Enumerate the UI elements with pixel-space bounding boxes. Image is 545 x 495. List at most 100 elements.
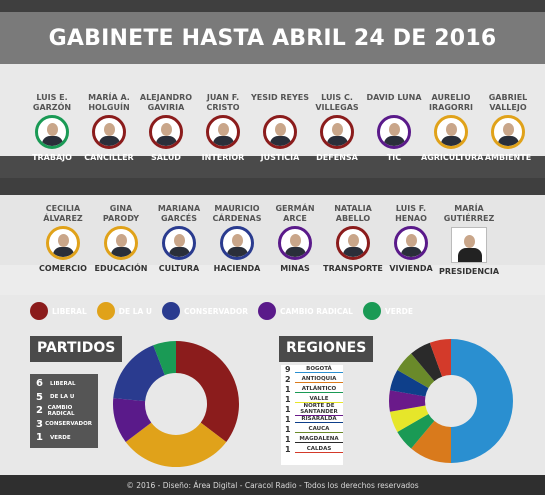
portrait-photo xyxy=(263,115,297,149)
minister-card: AURELIO IRAGORRI AGRICULTURA xyxy=(421,93,484,162)
portrait-photo xyxy=(377,115,411,149)
legend-dot xyxy=(162,302,181,320)
minister-role: TIC xyxy=(386,153,402,162)
region-count: 1 xyxy=(285,444,291,454)
portrait-photo xyxy=(451,227,487,263)
legend-label: LIBERAL xyxy=(52,306,87,316)
partido-row: 1 VERDE xyxy=(36,431,92,445)
party-legend: LIBERAL DE LA U CONSERVADOR CAMBIO RADICAL V… xyxy=(30,302,413,320)
minister-name: MARÍA A. HOLGUÍN xyxy=(88,93,130,112)
region-row: 2 ANTIOQUIA xyxy=(281,375,343,385)
portrait-photo xyxy=(336,226,370,260)
minister-card: MAURICIO CÁRDENAS HACIENDA xyxy=(207,204,267,273)
region-count: 1 xyxy=(285,395,291,405)
region-row: 1 RISARALDA xyxy=(281,414,343,424)
partido-label: LIBERAL xyxy=(50,380,76,387)
legend-label: CONSERVADOR xyxy=(184,306,248,316)
donut-slice-conservador xyxy=(113,345,165,402)
minister-card: MARÍA GUTIÉRREZ PRESIDENCIA xyxy=(439,204,499,276)
region-count: 1 xyxy=(285,434,291,444)
region-row: 1 NORTE DE SANTANDER xyxy=(281,403,343,417)
minister-role: AMBIENTE xyxy=(484,153,532,162)
minister-card: GABRIEL VALLEJO AMBIENTE xyxy=(478,93,538,162)
region-count: 1 xyxy=(285,414,291,424)
minister-role: PRESIDENCIA xyxy=(439,267,500,276)
donut-slice-cambio-radical xyxy=(113,398,152,442)
region-label: BOGOTÁ xyxy=(295,366,343,374)
minister-role: EDUCACIÓN xyxy=(94,264,148,273)
minister-card: MARÍA A. HOLGUÍN CANCILLER xyxy=(79,93,139,162)
regiones-counts: 9 BOGOTÁ 2 ANTIOQUIA 1 ATLÁNTICO 1 VALLE 1 NORTE … xyxy=(281,365,343,465)
minister-name: LUIS F. HENAO xyxy=(395,204,427,223)
minister-role: AGRICULTURA xyxy=(421,153,484,162)
donut-slice-antioquia xyxy=(411,420,451,463)
minister-role: TRANSPORTE xyxy=(323,264,383,273)
minister-name: MARÍA GUTIÉRREZ xyxy=(443,204,495,223)
minister-name: MARIANA GARCÉS xyxy=(157,204,201,223)
portrait-photo xyxy=(320,115,354,149)
partido-count: 6 xyxy=(36,378,43,390)
donut-slice-cauca xyxy=(397,353,435,388)
legend-dot xyxy=(30,302,48,320)
minister-card: JUAN F. CRISTO INTERIOR xyxy=(193,93,253,162)
partido-count: 5 xyxy=(36,391,43,403)
donut-slice-de-la-u xyxy=(125,422,227,467)
partido-count: 2 xyxy=(36,405,43,417)
region-count: 1 xyxy=(285,385,291,395)
minister-role: HACIENDA xyxy=(213,264,261,273)
minister-role: TRABAJO xyxy=(32,153,72,162)
portrait-photo xyxy=(92,115,126,149)
minister-card: LUIS C. VILLEGAS DEFENSA xyxy=(307,93,367,162)
minister-card: MARIANA GARCÉS CULTURA xyxy=(149,204,209,273)
minister-name: DAVID LUNA xyxy=(366,93,422,102)
portrait-photo xyxy=(394,226,428,260)
region-label: NORTE DE SANTANDER xyxy=(295,403,343,417)
minister-name: NATALIA ABELLO xyxy=(334,204,372,223)
region-label: MAGDALENA xyxy=(295,436,343,443)
minister-card: NATALIA ABELLO TRANSPORTE xyxy=(323,204,383,273)
region-row: 1 CALDAS xyxy=(281,444,343,454)
portrait-photo xyxy=(46,226,80,260)
page-title: GABINETE HASTA ABRIL 24 DE 2016 xyxy=(48,25,497,51)
region-row: 1 MAGDALENA xyxy=(281,434,343,444)
minister-name: GINA PARODY xyxy=(102,204,140,223)
minister-name: MAURICIO CÁRDENAS xyxy=(212,204,262,223)
partido-label: CONSERVADOR xyxy=(45,421,92,428)
minister-role: VIVIENDA xyxy=(389,264,433,273)
donut-slice-verde xyxy=(153,341,176,376)
legend-label: DE LA U xyxy=(118,306,153,316)
row1-role-band xyxy=(0,156,545,178)
region-count: 2 xyxy=(285,375,291,385)
portrait-photo xyxy=(104,226,138,260)
region-label: CAUCA xyxy=(295,426,343,433)
donut-slice-liberal xyxy=(176,341,240,442)
portrait-photo xyxy=(149,115,183,149)
donut-slice-risaralda xyxy=(389,370,429,397)
legend-item: CONSERVADOR xyxy=(162,302,248,320)
minister-card: ALEJANDRO GAVIRIA SALUD xyxy=(136,93,196,162)
minister-role: MINAS xyxy=(280,264,310,273)
minister-card: CECILIA ÁLVAREZ COMERCIO xyxy=(33,204,93,273)
minister-name: ALEJANDRO GAVIRIA xyxy=(139,93,193,112)
title-bar: GABINETE HASTA ABRIL 24 DE 2016 xyxy=(0,12,545,64)
regiones-label: REGIONES xyxy=(279,336,374,362)
legend-item: CAMBIO RADICAL xyxy=(257,302,353,320)
minister-role: DEFENSA xyxy=(316,153,358,162)
minister-name: LUIS E. GARZÓN xyxy=(32,93,72,112)
minister-card: GINA PARODY EDUCACIÓN xyxy=(91,204,151,273)
portrait-photo xyxy=(278,226,312,260)
minister-card: GERMÁN ARCE MINAS xyxy=(265,204,325,273)
legend-item: VERDE xyxy=(362,302,413,320)
minister-card: LUIS F. HENAO VIVIENDA xyxy=(381,204,441,273)
minister-name: JUAN F. CRISTO xyxy=(206,93,240,112)
region-row: 1 CAUCA xyxy=(281,424,343,434)
portrait-photo xyxy=(434,115,468,149)
footer: © 2016 - Diseño: Área Digital - Caracol … xyxy=(0,475,545,495)
partido-count: 1 xyxy=(36,432,43,444)
legend-dot xyxy=(257,302,276,320)
minister-role: COMERCIO xyxy=(39,264,87,273)
region-label: ANTIOQUIA xyxy=(295,376,343,384)
portrait-photo xyxy=(162,226,196,260)
portrait-photo xyxy=(220,226,254,260)
region-row: 1 VALLE xyxy=(281,395,343,405)
